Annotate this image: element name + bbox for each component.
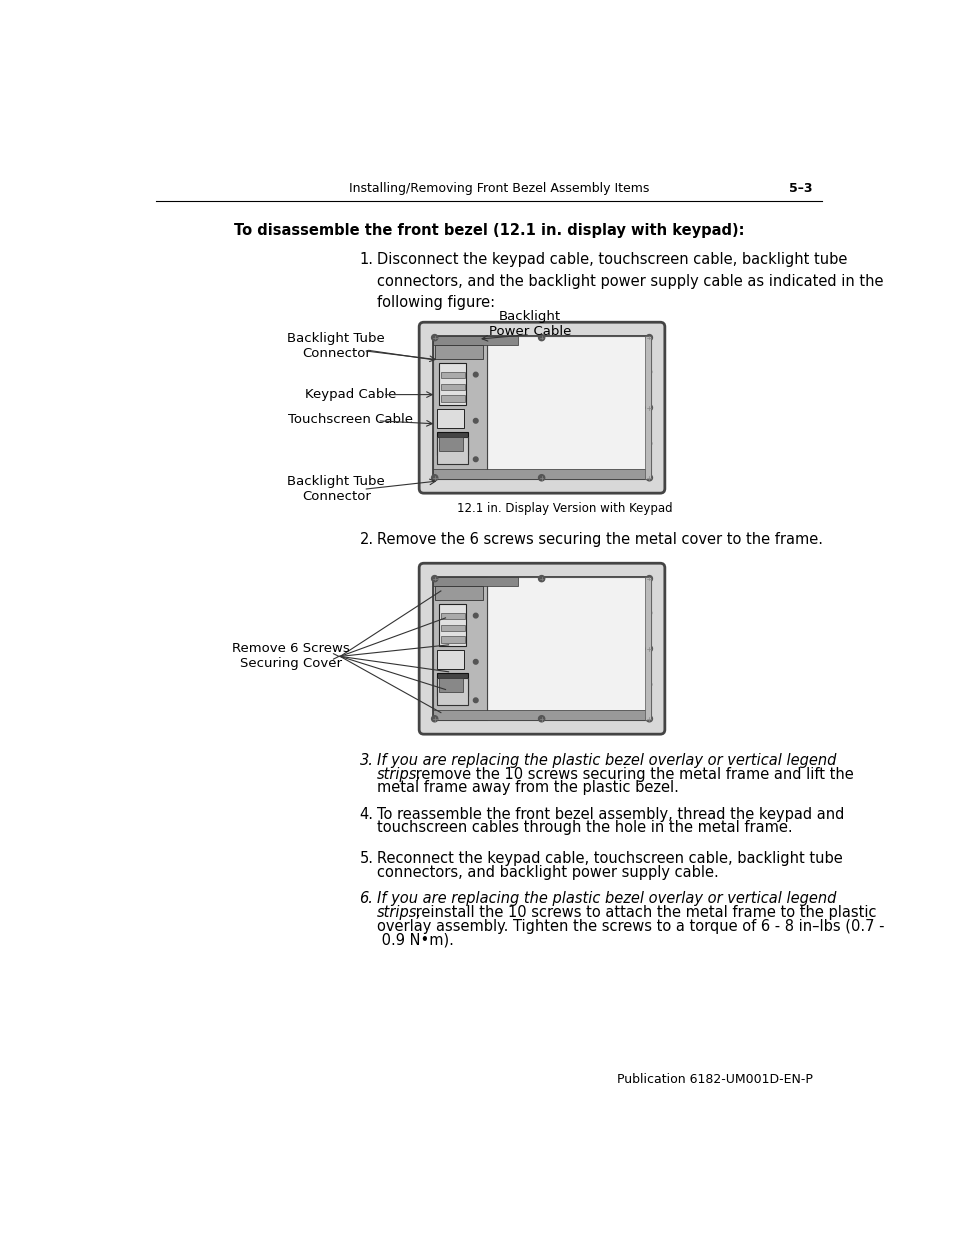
- Bar: [433, 710, 650, 720]
- Text: Installing/Removing Front Bezel Assembly Items: Installing/Removing Front Bezel Assembly…: [349, 182, 648, 195]
- Text: 0.9 N•m).: 0.9 N•m).: [377, 932, 454, 947]
- Bar: [440, 614, 464, 620]
- Bar: [436, 651, 464, 669]
- Circle shape: [645, 474, 652, 480]
- Circle shape: [431, 716, 437, 721]
- Bar: [433, 577, 487, 720]
- Text: Backlight Tube
Connector: Backlight Tube Connector: [287, 475, 385, 504]
- Text: 3.: 3.: [359, 752, 373, 768]
- Text: 4.: 4.: [359, 806, 374, 821]
- Text: 12.1 in. Display Version with Keypad: 12.1 in. Display Version with Keypad: [456, 503, 672, 515]
- Circle shape: [431, 335, 437, 341]
- Circle shape: [646, 405, 651, 410]
- Text: strips,: strips,: [377, 767, 422, 782]
- Text: reinstall the 10 screws to attach the metal frame to the plastic: reinstall the 10 screws to attach the me…: [410, 905, 875, 920]
- Bar: [435, 587, 482, 600]
- Text: metal frame away from the plastic bezel.: metal frame away from the plastic bezel.: [377, 781, 679, 795]
- Text: If you are replacing the plastic bezel overlay or vertical legend: If you are replacing the plastic bezel o…: [377, 892, 836, 906]
- Circle shape: [473, 698, 477, 703]
- Circle shape: [473, 419, 477, 424]
- Bar: [436, 409, 464, 429]
- Bar: [436, 437, 468, 464]
- Text: overlay assembly. Tighten the screws to a torque of 6 - 8 in–lbs (0.7 -: overlay assembly. Tighten the screws to …: [377, 919, 883, 934]
- Circle shape: [645, 576, 652, 582]
- Text: To reassemble the front bezel assembly, thread the keypad and: To reassemble the front bezel assembly, …: [377, 806, 843, 821]
- Circle shape: [431, 474, 437, 480]
- Bar: [440, 625, 464, 631]
- Text: To disassemble the front bezel (12.1 in. display with keypad):: To disassemble the front bezel (12.1 in.…: [233, 224, 743, 238]
- Bar: [440, 395, 464, 401]
- Text: connectors, and backlight power supply cable.: connectors, and backlight power supply c…: [377, 864, 719, 881]
- Bar: [433, 468, 650, 479]
- Text: 5–3: 5–3: [788, 182, 812, 195]
- Text: Disconnect the keypad cable, touchscreen cable, backlight tube
connectors, and t: Disconnect the keypad cable, touchscreen…: [377, 252, 882, 310]
- Text: Reconnect the keypad cable, touchscreen cable, backlight tube: Reconnect the keypad cable, touchscreen …: [377, 851, 842, 866]
- Circle shape: [431, 576, 437, 582]
- Circle shape: [646, 441, 651, 446]
- Bar: [487, 577, 650, 720]
- Bar: [440, 384, 464, 390]
- Bar: [440, 636, 464, 642]
- Text: 1.: 1.: [359, 252, 374, 267]
- Text: touchscreen cables through the hole in the metal frame.: touchscreen cables through the hole in t…: [377, 820, 792, 835]
- Bar: [433, 336, 517, 346]
- Bar: [644, 336, 650, 479]
- Circle shape: [537, 474, 544, 480]
- Bar: [487, 336, 650, 479]
- Bar: [644, 577, 650, 720]
- Bar: [433, 336, 650, 479]
- Circle shape: [645, 646, 652, 652]
- Circle shape: [473, 457, 477, 462]
- Circle shape: [537, 335, 544, 341]
- Text: Backlight Tube
Connector: Backlight Tube Connector: [287, 332, 385, 361]
- Circle shape: [645, 405, 652, 411]
- Bar: [439, 437, 462, 451]
- Text: Keypad Cable: Keypad Cable: [305, 388, 396, 401]
- Text: Remove the 6 screws securing the metal cover to the frame.: Remove the 6 screws securing the metal c…: [377, 531, 822, 547]
- Text: Touchscreen Cable: Touchscreen Cable: [288, 412, 413, 426]
- Text: Remove 6 Screws
Securing Cover: Remove 6 Screws Securing Cover: [233, 642, 350, 671]
- Bar: [436, 678, 468, 705]
- Circle shape: [473, 659, 477, 664]
- Circle shape: [473, 614, 477, 618]
- Text: 2.: 2.: [359, 531, 374, 547]
- Text: Publication 6182-UM001D-EN-P: Publication 6182-UM001D-EN-P: [617, 1073, 812, 1087]
- Circle shape: [646, 646, 651, 651]
- Text: strips,: strips,: [377, 905, 422, 920]
- Circle shape: [646, 610, 651, 615]
- Bar: [433, 336, 487, 479]
- FancyBboxPatch shape: [418, 322, 664, 493]
- Bar: [439, 363, 466, 405]
- Bar: [439, 678, 462, 692]
- Circle shape: [537, 716, 544, 721]
- FancyBboxPatch shape: [418, 563, 664, 734]
- Text: 6.: 6.: [359, 892, 373, 906]
- Bar: [433, 577, 517, 587]
- Text: remove the 10 screws securing the metal frame and lift the: remove the 10 screws securing the metal …: [410, 767, 853, 782]
- Bar: [436, 432, 468, 456]
- Bar: [439, 604, 466, 646]
- Circle shape: [646, 369, 651, 374]
- Text: 5.: 5.: [359, 851, 374, 866]
- Text: If you are replacing the plastic bezel overlay or vertical legend: If you are replacing the plastic bezel o…: [377, 752, 836, 768]
- Circle shape: [537, 576, 544, 582]
- Bar: [433, 577, 650, 720]
- Circle shape: [645, 716, 652, 721]
- Circle shape: [646, 682, 651, 687]
- Text: Backlight
Power Cable: Backlight Power Cable: [488, 310, 571, 337]
- Bar: [436, 673, 468, 697]
- Bar: [435, 346, 482, 359]
- Circle shape: [645, 335, 652, 341]
- Bar: [440, 372, 464, 378]
- Circle shape: [473, 372, 477, 377]
